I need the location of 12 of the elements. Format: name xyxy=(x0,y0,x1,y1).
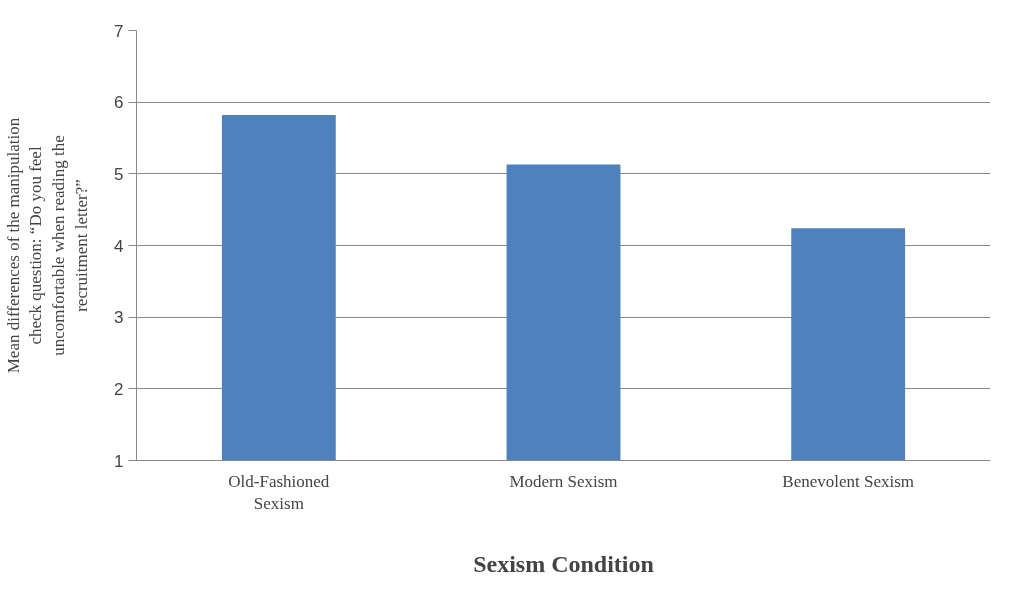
x-tick-label: Old-Fashioned Sexism xyxy=(228,471,330,514)
y-tick-label: 2 xyxy=(114,379,124,399)
y-tick-label: 7 xyxy=(114,21,124,41)
y-tick-label: 5 xyxy=(114,164,124,184)
x-tick-label: Benevolent Sexism xyxy=(782,471,915,491)
x-axis-title: Sexism Condition xyxy=(473,551,654,578)
y-tick-label: 1 xyxy=(114,451,124,471)
y-tick-label: 3 xyxy=(114,308,124,328)
y-axis-title: Mean differences of the manipulation check question: “Do you feel uncomfortable when reading the recruitment letter?” xyxy=(3,117,92,374)
y-tick-label: 4 xyxy=(114,236,124,256)
x-tick-label: Modern Sexism xyxy=(509,471,618,491)
y-tick-label: 6 xyxy=(114,93,124,113)
